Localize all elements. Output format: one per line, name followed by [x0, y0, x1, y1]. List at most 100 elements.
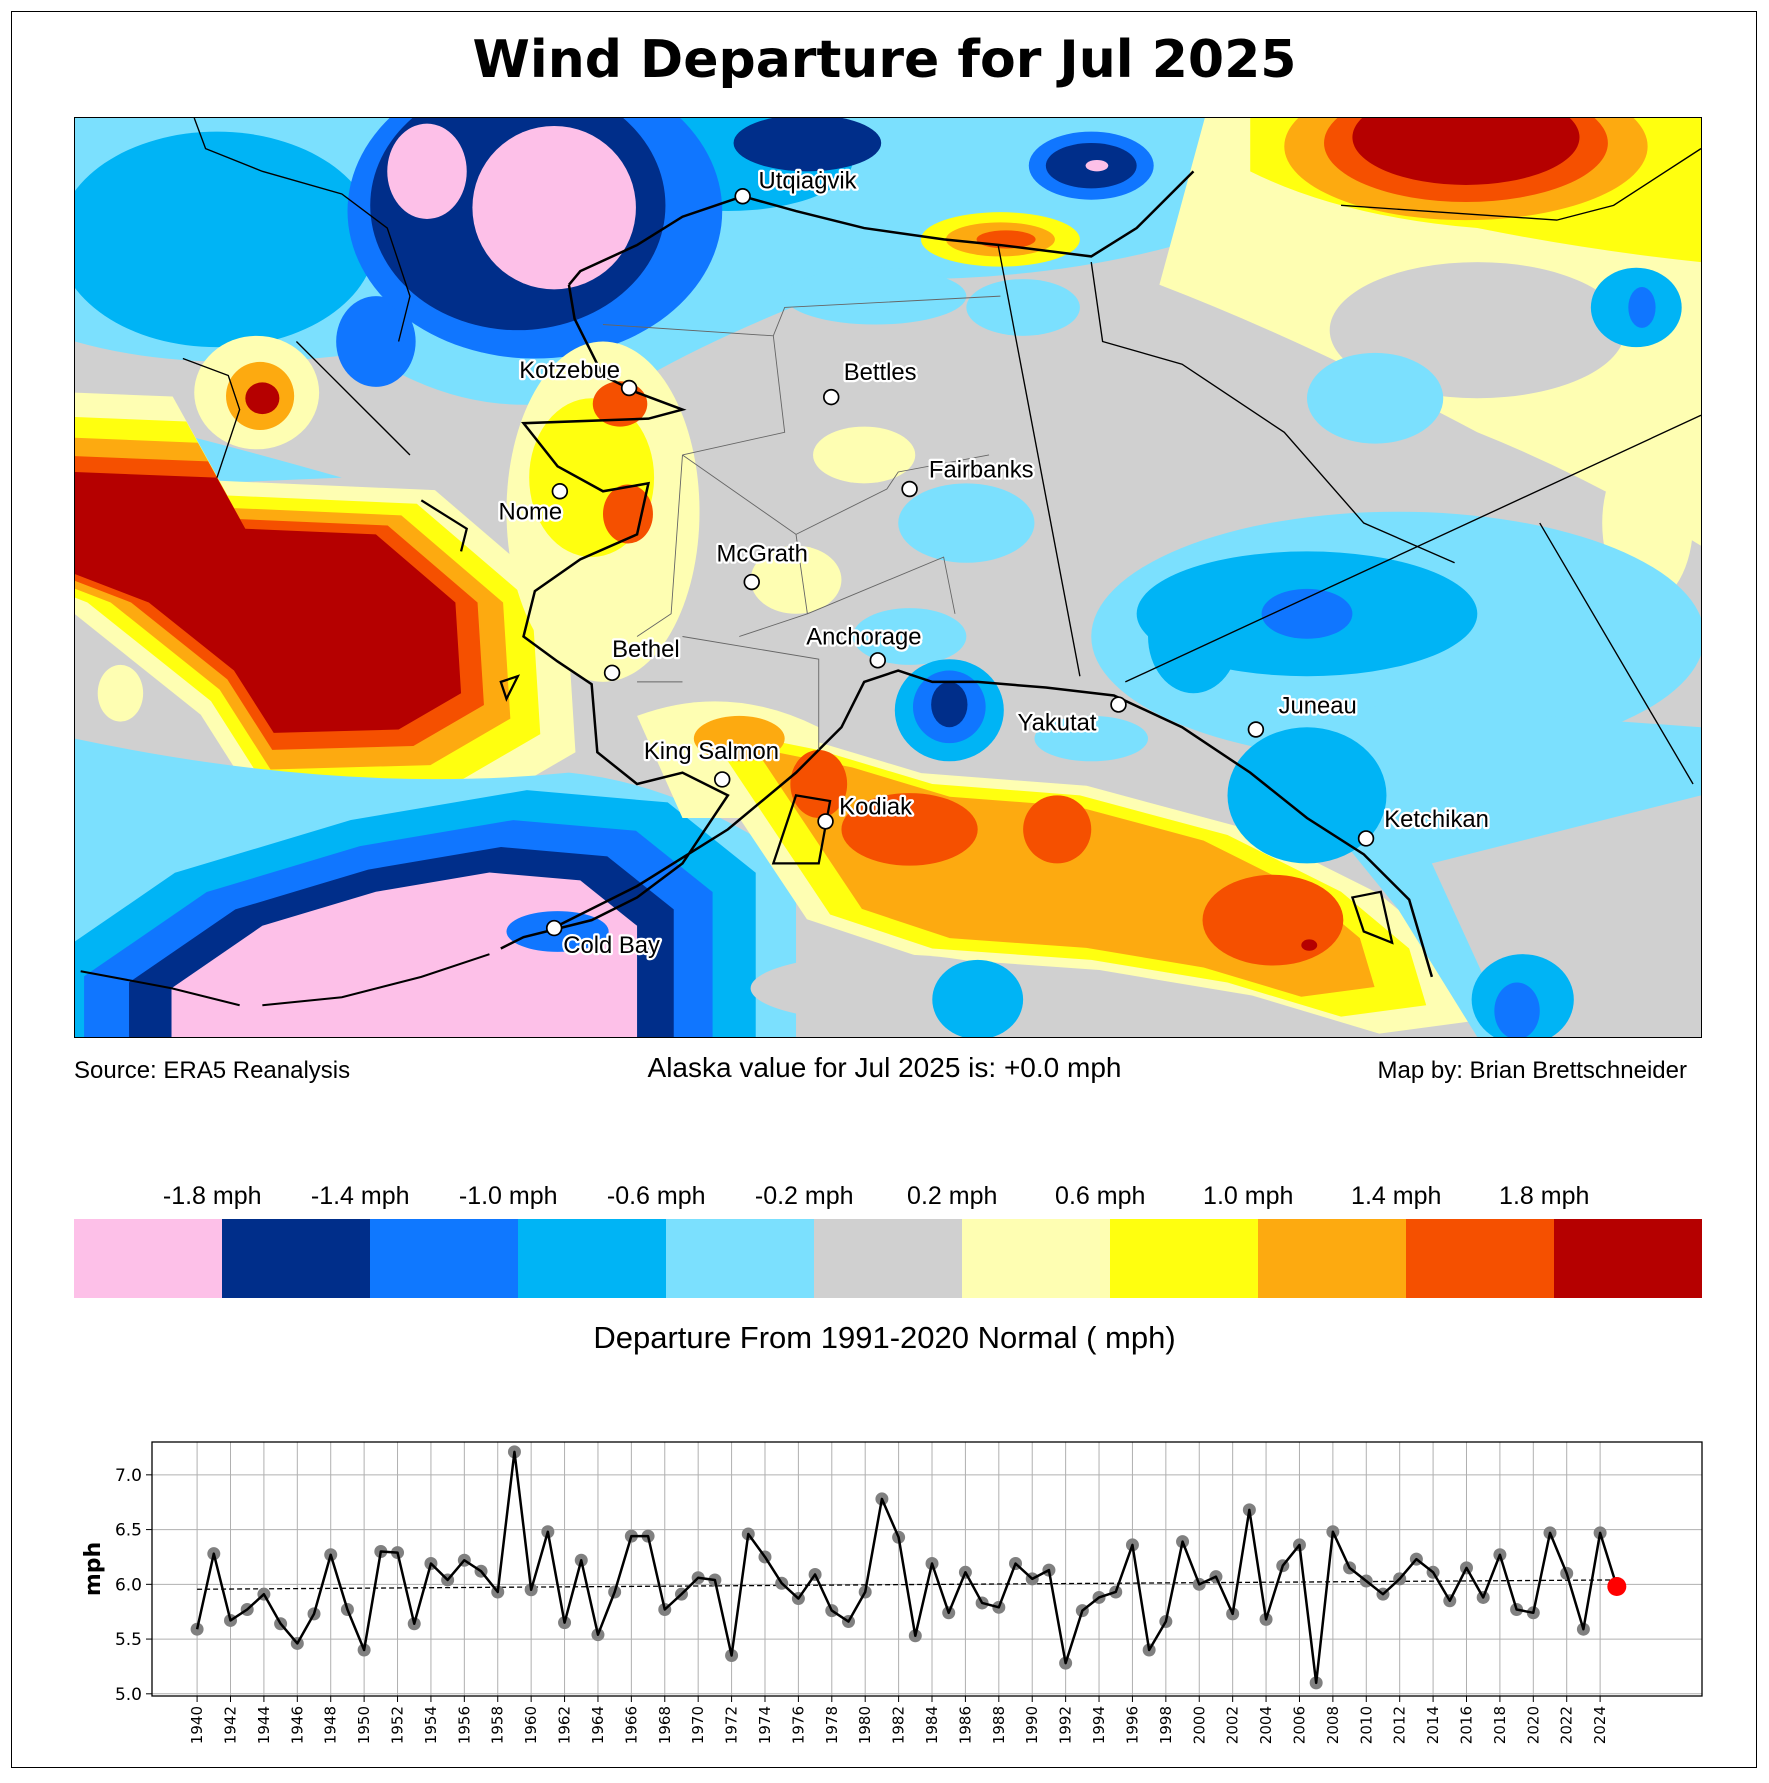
colorbar-swatch	[814, 1219, 962, 1298]
data-point	[190, 1622, 204, 1636]
colorbar-swatch	[666, 1219, 814, 1298]
series-line	[195, 1450, 1619, 1685]
colorbar-tick-label: -1.0 mph	[458, 1182, 558, 1210]
map-credit: Map by: Brian Brettschneider	[1377, 1057, 1687, 1084]
city-label: Bettles	[844, 359, 917, 386]
city-marker	[817, 813, 834, 830]
city-marker	[734, 188, 751, 205]
x-tick-label: 2008	[1324, 1706, 1342, 1744]
colorbar-tick-label: 0.2 mph	[907, 1182, 998, 1210]
x-tick-label: 1964	[589, 1706, 607, 1744]
x-tick-label: 2018	[1491, 1706, 1509, 1744]
colorbar	[74, 1219, 1702, 1298]
x-tick-label: 1952	[389, 1706, 407, 1744]
x-grid: 1940 1942 1944 1946 1948 1950 1952 1954 1956 1958…	[188, 1442, 1609, 1744]
x-tick-label: 2002	[1224, 1706, 1242, 1744]
city-marker	[1247, 721, 1265, 738]
x-tick-label: 1962	[556, 1706, 574, 1744]
x-tick-label: 1942	[222, 1706, 240, 1744]
city-marker	[1110, 696, 1127, 713]
colorbar-tick-label: 1.0 mph	[1203, 1182, 1294, 1210]
city-label: Kotzebue	[519, 357, 620, 384]
departure-field	[75, 118, 1702, 1037]
city-label: Yakutat	[1017, 710, 1096, 737]
colorbar-title: Departure From 1991-2020 Normal ( mph)	[593, 1320, 1176, 1355]
city-marker	[551, 483, 569, 500]
city-marker	[603, 664, 621, 682]
x-tick-label: 1986	[956, 1706, 974, 1744]
city-label: Nome	[499, 499, 563, 526]
y-tick-label: 5.0	[115, 1685, 142, 1705]
x-tick-label: 2010	[1357, 1706, 1375, 1744]
city-marker	[743, 573, 760, 591]
x-tick-label: 2014	[1424, 1706, 1442, 1744]
y-tick-label: 5.5	[115, 1630, 142, 1650]
colorbar-tick-label: -1.4 mph	[310, 1182, 410, 1210]
colorbar-tick-label: -0.2 mph	[754, 1182, 854, 1210]
x-tick-label: 1988	[990, 1706, 1008, 1744]
x-tick-label: 1980	[856, 1706, 874, 1744]
y-tick-label: 6.0	[115, 1575, 142, 1595]
timeseries-chart: 1940 1942 1944 1946 1948 1950 1952 1954 1956 1958…	[81, 1441, 1703, 1744]
x-tick-label: 2004	[1257, 1706, 1275, 1744]
plot-area	[152, 1442, 1702, 1696]
x-tick-label: 2022	[1558, 1706, 1576, 1744]
city-marker	[822, 388, 840, 406]
alaska-map: Utqiaġvik Kotzebue Bettles Fairbanks Nome McG…	[74, 117, 1702, 1038]
y-grid: 5.0 5.5 6.0 6.5 7.0	[115, 1466, 1702, 1705]
colorbar-swatch	[222, 1219, 370, 1298]
x-tick-label: 1940	[188, 1706, 206, 1744]
x-tick-label: 1974	[756, 1706, 774, 1744]
colorbar-swatch	[962, 1219, 1110, 1298]
x-tick-label: 1960	[522, 1706, 540, 1744]
x-tick-label: 2016	[1457, 1706, 1475, 1744]
trend-line	[197, 1579, 1617, 1590]
city-label: Kodiak	[839, 794, 912, 821]
x-tick-label: 1948	[322, 1706, 340, 1744]
y-tick-label: 6.5	[115, 1521, 142, 1541]
x-tick-label: 1966	[622, 1706, 640, 1744]
city-label: King Salmon	[644, 738, 779, 765]
colorbar-tick-label: 1.4 mph	[1351, 1182, 1442, 1210]
x-tick-label: 2000	[1190, 1706, 1208, 1744]
x-tick-label: 1982	[890, 1706, 908, 1744]
colorbar-tick-label: 1.8 mph	[1499, 1182, 1590, 1210]
y-tick-label: 7.0	[115, 1466, 142, 1486]
colorbar-swatch	[1406, 1219, 1554, 1298]
x-tick-label: 1956	[455, 1706, 473, 1744]
source-text: Source: ERA5 Reanalysis	[74, 1057, 351, 1084]
x-tick-label: 1958	[489, 1706, 507, 1744]
map-svg: Utqiaġvik Kotzebue Bettles Fairbanks Nome McG…	[75, 118, 1702, 1037]
colorbar-labels: -1.8 mph -1.4 mph -1.0 mph -0.6 mph -0.2 mph…	[74, 1182, 1702, 1216]
city-marker	[545, 919, 563, 937]
city-label: Fairbanks	[929, 457, 1034, 484]
coastlines	[80, 118, 1702, 1007]
x-tick-label: 1994	[1090, 1706, 1108, 1744]
x-tick-label: 1990	[1023, 1706, 1041, 1744]
city-label: Anchorage	[806, 623, 921, 650]
x-tick-label: 1946	[288, 1706, 306, 1744]
x-tick-label: 2024	[1591, 1706, 1609, 1744]
plot-frame	[151, 1441, 1703, 1697]
figure-frame	[11, 11, 1757, 1768]
city-label: McGrath	[717, 541, 808, 568]
city-label: Bethel	[612, 636, 680, 663]
x-tick-label: 2020	[1524, 1706, 1542, 1744]
x-tick-label: 1978	[823, 1706, 841, 1744]
x-tick-label: 1998	[1157, 1706, 1175, 1744]
city-label: Juneau	[1279, 693, 1357, 720]
colorbar-swatch	[1258, 1219, 1406, 1298]
x-tick-label: 1992	[1057, 1706, 1075, 1744]
colorbar-swatch	[74, 1219, 222, 1298]
y-axis-label: mph	[81, 1542, 106, 1596]
city-label: Cold Bay	[563, 932, 660, 959]
city-markers: Utqiaġvik Kotzebue Bettles Fairbanks Nome McG…	[496, 165, 1491, 961]
x-tick-label: 2012	[1391, 1706, 1409, 1744]
page-title: Wind Departure for Jul 2025	[472, 30, 1297, 90]
x-tick-label: 2006	[1290, 1706, 1308, 1744]
x-tick-label: 1976	[789, 1706, 807, 1744]
colorbar-swatch	[1110, 1219, 1258, 1298]
colorbar-swatch	[518, 1219, 666, 1298]
x-tick-label: 1970	[689, 1706, 707, 1744]
city-label: Utqiaġvik	[759, 167, 857, 194]
